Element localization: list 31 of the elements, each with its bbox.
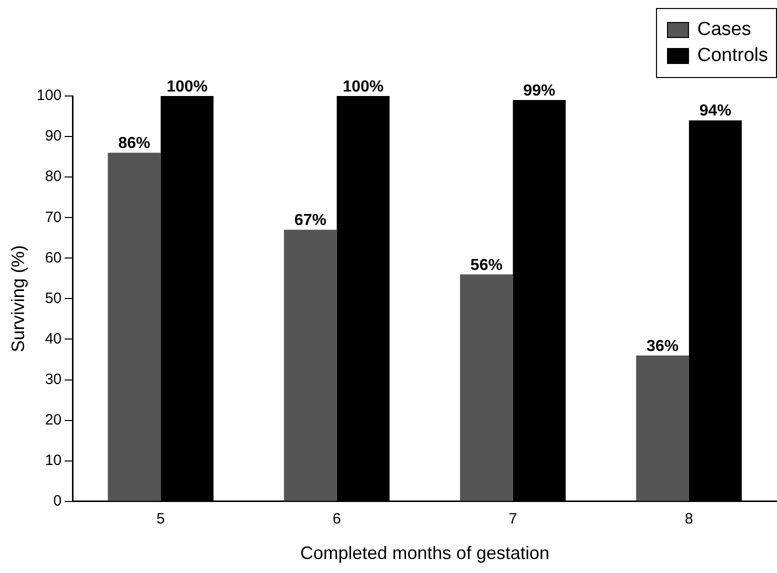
data-label: 56% xyxy=(470,256,502,274)
bar xyxy=(460,274,513,501)
data-label: 67% xyxy=(294,212,326,230)
bar xyxy=(108,152,161,501)
bar xyxy=(636,355,689,501)
y-tick-label: 40 xyxy=(44,330,62,348)
legend-label: Controls xyxy=(697,45,768,67)
y-tick-label: 80 xyxy=(44,168,62,186)
x-tick-label: 7 xyxy=(508,510,518,528)
x-tick-label: 5 xyxy=(156,510,165,528)
y-tick-label: 30 xyxy=(44,370,62,388)
data-label: 36% xyxy=(646,338,679,355)
bar xyxy=(284,230,337,501)
legend-label: Cases xyxy=(697,19,752,41)
y-tick-label: 50 xyxy=(44,290,62,307)
y-axis-title: Surviving (%) xyxy=(8,245,28,352)
data-label: 99% xyxy=(523,82,556,100)
y-tick-label: 20 xyxy=(44,411,62,428)
x-axis-title: Completed months of gestation xyxy=(300,543,550,564)
x-tick-label: 8 xyxy=(684,510,694,528)
data-label: 100% xyxy=(342,78,384,96)
data-label: 86% xyxy=(118,135,150,152)
data-label: 100% xyxy=(166,78,208,96)
y-tick-label: 0 xyxy=(53,492,62,510)
data-label: 94% xyxy=(699,102,732,120)
x-tick-label: 6 xyxy=(332,510,341,528)
y-tick-label: 60 xyxy=(44,249,62,266)
y-tick-label: 90 xyxy=(44,128,62,145)
y-tick-label: 10 xyxy=(44,452,62,469)
y-tick-label: 70 xyxy=(44,208,62,226)
y-tick-label: 100 xyxy=(36,87,62,104)
